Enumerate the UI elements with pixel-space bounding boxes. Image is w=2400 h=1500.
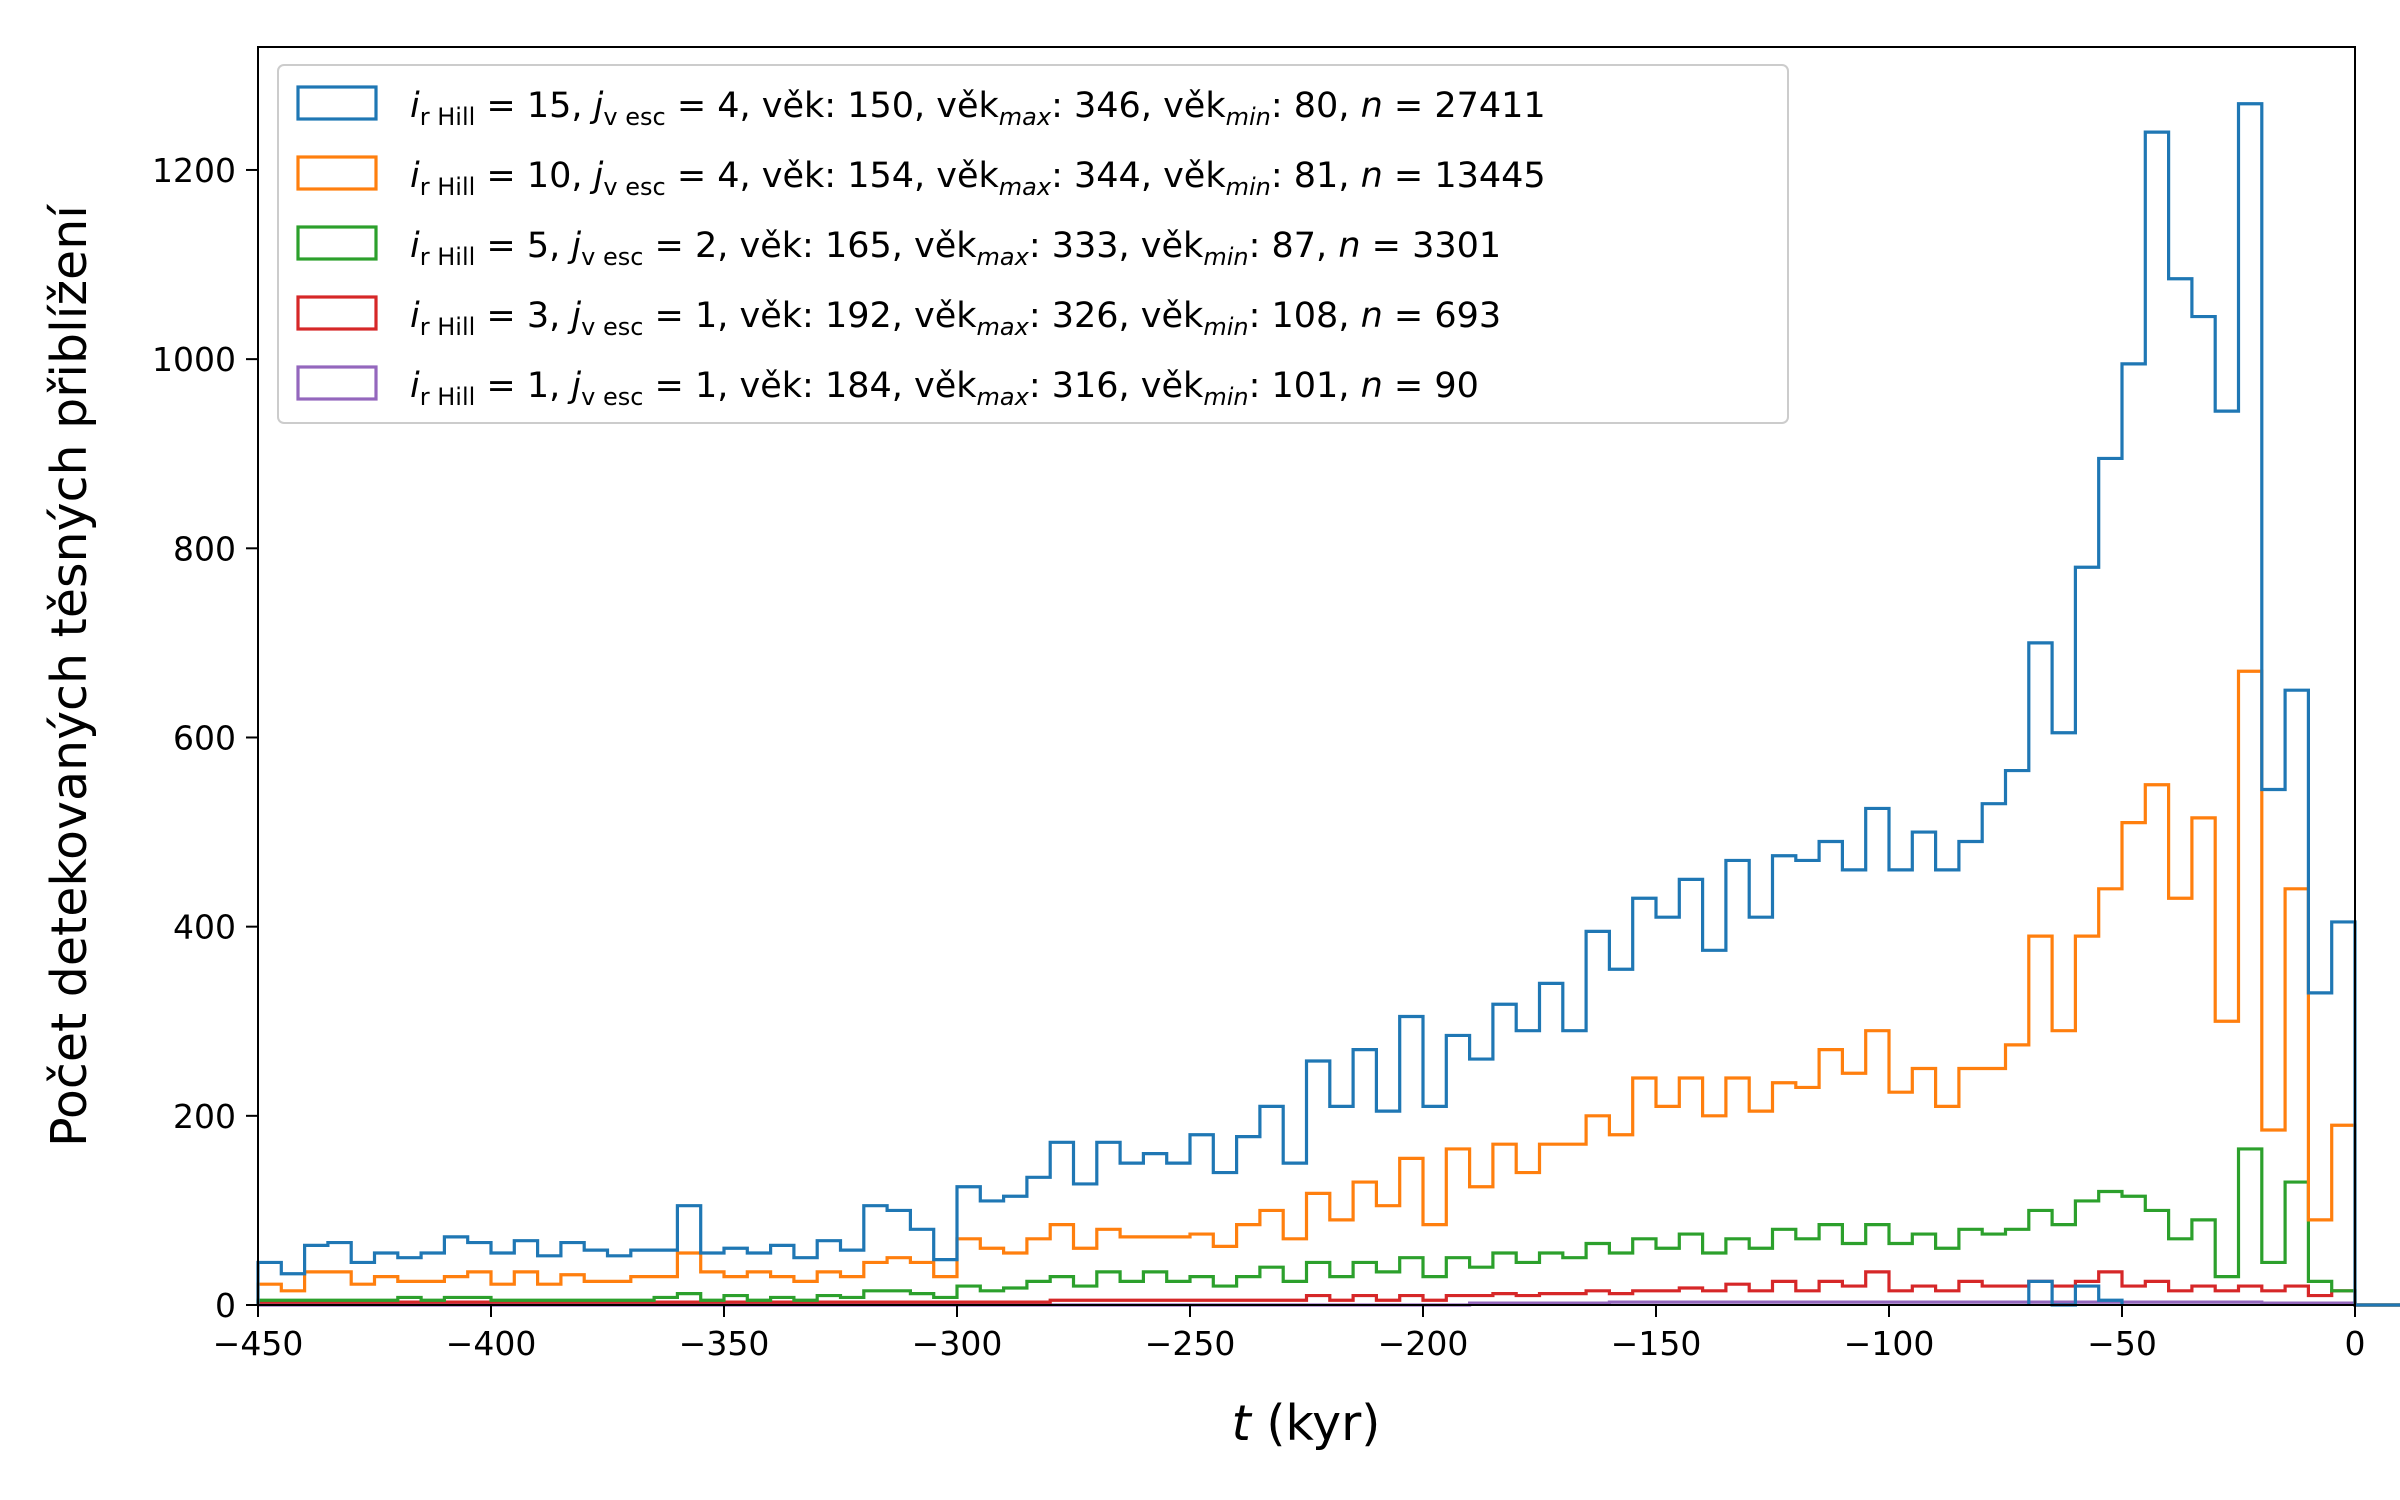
plot-frame [257,46,2356,1306]
x-tick-label: −200 [1378,1324,1469,1363]
x-tick-label: −250 [1145,1324,1236,1363]
y-tick-label: 400 [173,908,236,947]
legend-swatch [296,295,378,331]
histogram-step [256,102,2400,1307]
series-3 [256,1147,2400,1307]
series-1 [256,102,2400,1307]
legend-swatch [296,365,378,401]
legend-swatch [296,85,378,121]
legend-swatch [296,225,378,261]
histogram-tail [2027,1279,2124,1307]
x-tick-label: −300 [912,1324,1003,1363]
x-axis: −450 −400 −350 −300 −250 −200 −150 −100 −50 0 [213,1305,2366,1363]
x-tick-label: −100 [1844,1324,1935,1363]
legend-swatch [296,155,378,191]
x-tick-label: −400 [446,1324,537,1363]
x-axis-unit: (kyr) [1251,1395,1381,1452]
y-tick-label: 0 [215,1286,236,1325]
y-axis: 0 200 400 600 800 1000 1200 [152,151,258,1325]
legend-entry: ir Hill = 15, jv esc = 4, věk: 150, věkm… [410,86,1546,131]
x-tick-label: 0 [2345,1324,2366,1363]
y-tick-label: 200 [173,1097,236,1136]
histogram-step [256,1147,2400,1307]
legend: ir Hill = 15, jv esc = 4, věk: 150, věkm… [277,64,1789,424]
histogram-step [256,1270,2400,1307]
legend-box [277,64,1789,424]
x-tick-label: −350 [679,1324,770,1363]
legend-entry: ir Hill = 5, jv esc = 2, věk: 165, věkma… [410,226,1501,271]
series-4 [256,1270,2400,1307]
y-axis-title: Počet detekovaných těsných přiblížení [41,204,98,1147]
x-tick-label: −50 [2087,1324,2157,1363]
y-tick-label: 1000 [152,340,236,379]
x-axis-title: t (kyr) [1232,1395,1381,1452]
legend-entry: ir Hill = 3, jv esc = 1, věk: 192, věkma… [410,296,1501,341]
x-tick-label: −150 [1611,1324,1702,1363]
y-tick-label: 600 [173,718,236,757]
y-tick-label: 1200 [152,151,236,190]
legend-entry: ir Hill = 10, jv esc = 4, věk: 154, věkm… [410,156,1546,201]
y-tick-label: 800 [173,529,236,568]
x-tick-label: −450 [213,1324,304,1363]
histogram-step [256,669,2400,1307]
legend-entry: ir Hill = 1, jv esc = 1, věk: 184, věkma… [410,366,1479,411]
x-axis-variable: t [1232,1395,1253,1452]
series-2 [256,669,2400,1307]
